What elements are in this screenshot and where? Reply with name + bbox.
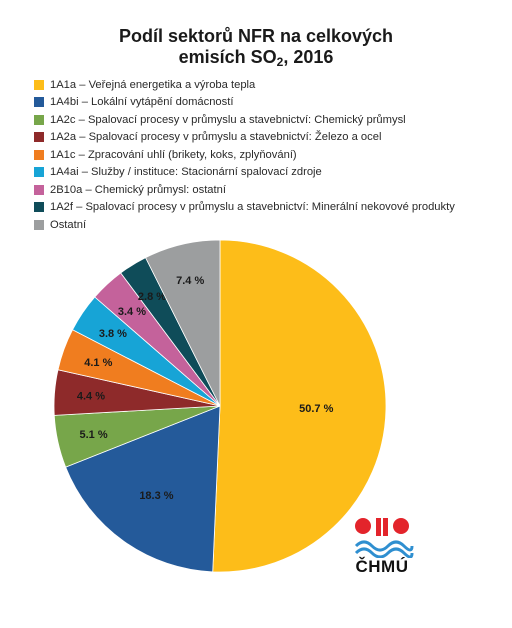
data-label: 3.4 %	[118, 306, 146, 318]
legend-swatch	[34, 132, 44, 143]
legend-swatch	[34, 114, 44, 125]
legend-swatch	[34, 167, 44, 178]
legend-item: 1A2c – Spalovací procesy v průmyslu a st…	[34, 111, 504, 129]
legend-item: 1A1a – Veřejná energetika a výroba tepla	[34, 76, 504, 94]
legend-swatch	[34, 149, 44, 160]
chart-title: Podíl sektorů NFR na celkových emisích S…	[0, 26, 512, 68]
chart-legend: 1A1a – Veřejná energetika a výroba tepla…	[34, 76, 504, 234]
legend-item: 2B10a – Chemický průmysl: ostatní	[34, 181, 504, 199]
data-label: 7.4 %	[176, 275, 204, 287]
legend-item: 1A4bi – Lokální vytápění domácností	[34, 94, 504, 112]
legend-label: 1A1a – Veřejná energetika a výroba tepla	[50, 78, 256, 91]
chart-title-prefix: emisích SO	[178, 47, 277, 67]
legend-swatch	[34, 184, 44, 195]
data-label: 5.1 %	[79, 429, 107, 441]
legend-item: 1A2a – Spalovací procesy v průmyslu a st…	[34, 129, 504, 147]
data-label: 2.8 %	[138, 291, 166, 303]
legend-label: 1A2f – Spalovací procesy v průmyslu a st…	[50, 201, 455, 214]
legend-swatch	[34, 97, 44, 108]
legend-label: 1A4ai – Služby / instituce: Stacionární …	[50, 166, 322, 179]
legend-swatch	[34, 219, 44, 230]
data-label: 3.8 %	[99, 328, 127, 340]
legend-item: Ostatní	[34, 216, 504, 234]
legend-label: 1A1c – Zpracování uhlí (brikety, koks, z…	[50, 148, 297, 161]
data-label: 4.4 %	[77, 390, 105, 402]
chmu-logo-text: ČHMÚ	[355, 557, 409, 576]
data-label: 18.3 %	[139, 490, 173, 502]
data-label: 50.7 %	[299, 403, 333, 415]
pie-slice	[65, 405, 221, 573]
legend-label: 1A4bi – Lokální vytápění domácností	[50, 96, 234, 109]
chart-title-subscript: 2	[276, 55, 284, 69]
legend-item: 1A2f – Spalovací procesy v průmyslu a st…	[34, 199, 504, 217]
chart-title-line2: emisích SO2, 2016	[0, 47, 512, 68]
legend-item: 1A4ai – Služby / instituce: Stacionární …	[34, 164, 504, 182]
legend-swatch	[34, 79, 44, 90]
legend-label: Ostatní	[50, 218, 87, 231]
legend-label: 1A2c – Spalovací procesy v průmyslu a st…	[50, 113, 406, 126]
chmu-logo-mark	[354, 518, 414, 559]
chart-title-line1: Podíl sektorů NFR na celkových	[118, 26, 394, 46]
pie-slice	[145, 239, 221, 407]
pie-slice	[212, 239, 387, 573]
legend-label: 2B10a – Chemický průmysl: ostatní	[50, 183, 226, 196]
data-label: 4.1 %	[84, 357, 112, 369]
legend-item: 1A1c – Zpracování uhlí (brikety, koks, z…	[34, 146, 504, 164]
chmu-logo: ČHMÚ	[350, 516, 414, 582]
legend-label: 1A2a – Spalovací procesy v průmyslu a st…	[50, 131, 382, 144]
legend-swatch	[34, 202, 44, 213]
chart-title-suffix: , 2016	[283, 47, 334, 67]
